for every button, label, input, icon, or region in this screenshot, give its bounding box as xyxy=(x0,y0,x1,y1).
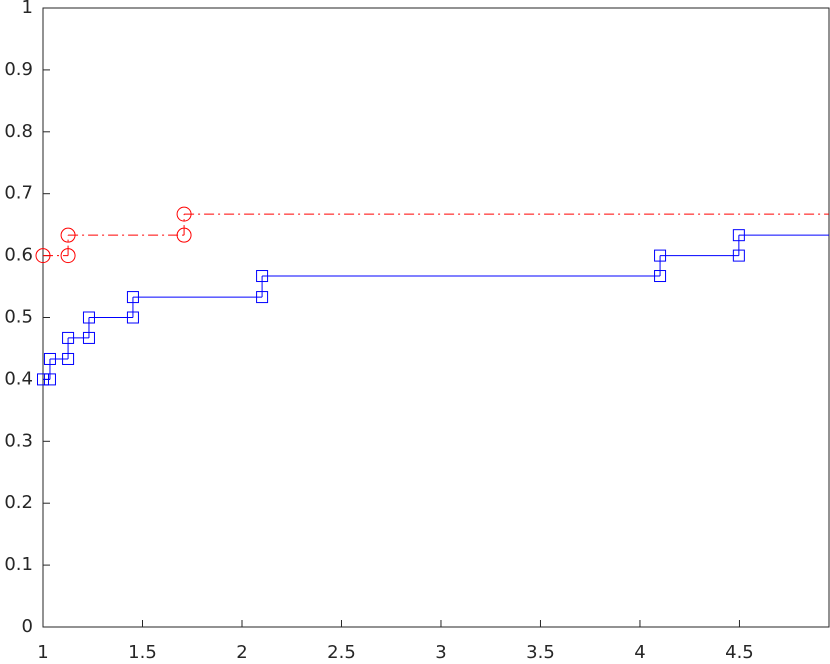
step-corner-marker xyxy=(176,227,192,243)
x-tick-label: 1 xyxy=(37,642,48,663)
data-marker xyxy=(37,373,49,386)
data-marker xyxy=(35,248,51,264)
data-marker xyxy=(126,291,139,304)
y-tick-label: 1 xyxy=(22,0,33,18)
step-corner-marker xyxy=(654,270,667,283)
x-tick-label: 1.5 xyxy=(128,642,157,663)
y-tick-label: 0.6 xyxy=(4,245,33,266)
x-tick-label: 2.5 xyxy=(327,642,356,663)
y-tick-label: 0.5 xyxy=(4,307,33,328)
data-marker xyxy=(62,331,75,344)
step-corner-marker xyxy=(60,248,76,264)
x-tick-label: 4.5 xyxy=(725,642,754,663)
y-tick-label: 0.8 xyxy=(4,121,33,142)
y-tick-label: 0.1 xyxy=(4,554,33,575)
step-corner-marker xyxy=(126,311,139,324)
y-tick-label: 0.4 xyxy=(4,368,33,389)
step-corner-marker xyxy=(43,373,56,386)
step-corner-marker xyxy=(256,291,269,304)
step-corner-marker xyxy=(62,352,75,365)
data-marker xyxy=(732,229,745,242)
data-marker xyxy=(654,249,667,262)
x-tick-label: 3 xyxy=(435,642,446,663)
x-tick-label: 4 xyxy=(634,642,645,663)
y-tick-label: 0.7 xyxy=(4,183,33,204)
plot-area xyxy=(42,7,830,628)
x-tick-label: 3.5 xyxy=(526,642,555,663)
y-tick-label: 0.9 xyxy=(4,59,33,80)
x-tick-label: 2 xyxy=(236,642,247,663)
data-marker xyxy=(43,352,56,365)
y-tick-label: 0 xyxy=(22,616,33,637)
data-marker xyxy=(256,270,269,283)
step-corner-marker xyxy=(732,249,745,262)
step-corner-marker xyxy=(82,331,95,344)
y-tick-label: 0.3 xyxy=(4,430,33,451)
y-tick-label: 0.2 xyxy=(4,492,33,513)
data-marker xyxy=(82,311,95,324)
data-marker xyxy=(176,206,192,222)
data-marker xyxy=(60,227,76,243)
